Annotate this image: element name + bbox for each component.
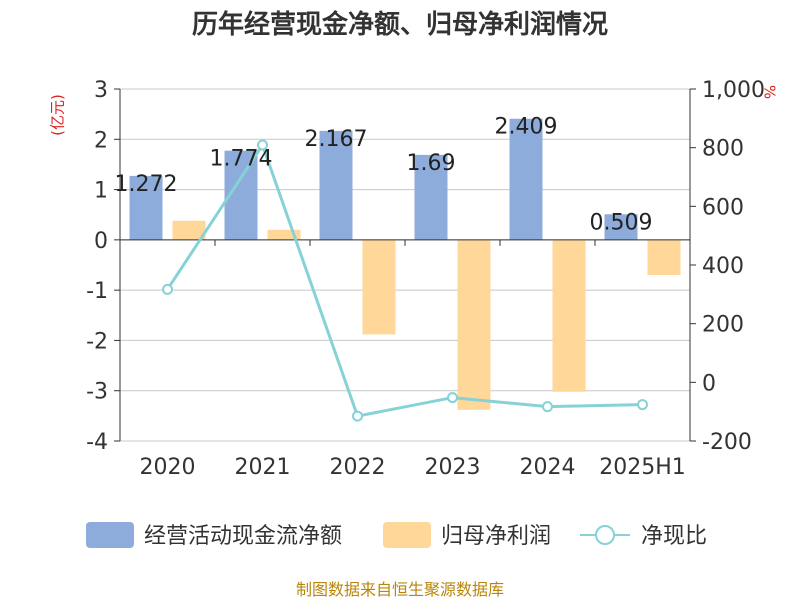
legend-item-ratio[interactable]: 净现比 — [580, 524, 707, 549]
bar-cash-flow[interactable] — [319, 130, 353, 240]
right-tick-label: -200 — [702, 430, 752, 455]
left-unit-label: (亿元) — [49, 94, 67, 136]
cash-flow-data-label: 2.167 — [305, 127, 368, 152]
right-tick-label: 1,000 — [702, 78, 765, 103]
legend-label-cash-flow: 经营活动现金流净额 — [144, 524, 342, 549]
legend-swatch-cash-flow — [86, 522, 134, 548]
bar-net-profit[interactable] — [172, 220, 206, 240]
ratio-point[interactable] — [447, 392, 458, 404]
ratio-point[interactable] — [542, 401, 553, 413]
cash-flow-data-label: 1.272 — [115, 172, 178, 197]
cash-flow-data-label: 1.69 — [407, 151, 456, 176]
cash-flow-data-label: 0.509 — [590, 210, 653, 235]
bar-cash-flow[interactable] — [129, 175, 163, 240]
bar-net-profit[interactable] — [457, 239, 491, 410]
right-unit-label: % — [761, 85, 779, 99]
bar-cash-flow[interactable] — [414, 154, 448, 240]
cash-flow-data-label: 1.774 — [210, 147, 273, 172]
ratio-line — [166, 141, 643, 418]
chart-title: 历年经营现金净额、归母净利润情况 — [192, 9, 608, 40]
bar-cash-flow[interactable] — [509, 118, 543, 240]
left-tick-label: -3 — [86, 380, 108, 405]
bar-net-profit[interactable] — [647, 239, 681, 276]
legend-swatch-net-profit — [383, 522, 431, 548]
legend-item-net-profit[interactable]: 归母净利润 — [383, 522, 551, 549]
left-tick-label: 3 — [94, 78, 108, 103]
ratio-point[interactable] — [352, 410, 363, 422]
left-tick-label: -2 — [86, 329, 108, 354]
right-tick-label: 800 — [702, 137, 744, 162]
left-tick-label: -4 — [86, 430, 108, 455]
bar-net-profit[interactable] — [362, 239, 396, 335]
data-labels: 1.272 1.774 2.167 1.69 2.409 0.509 — [115, 115, 653, 236]
left-tick-label: 1 — [94, 179, 108, 204]
x-category-label: 2024 — [520, 455, 576, 480]
ratio-line-group — [162, 139, 648, 422]
right-tick-label: 400 — [702, 254, 744, 279]
bar-net-profit[interactable] — [552, 239, 586, 392]
x-category-label: 2022 — [330, 455, 386, 480]
cash-flow-data-label: 2.409 — [495, 115, 558, 140]
ratio-point[interactable] — [637, 399, 648, 411]
legend-item-cash-flow[interactable]: 经营活动现金流净额 — [86, 522, 342, 549]
grid — [120, 88, 690, 442]
left-tick-label: 0 — [94, 229, 108, 254]
bar-net-profit[interactable] — [267, 229, 301, 240]
x-category-label: 2025H1 — [599, 455, 686, 480]
legend-swatch-ratio-marker — [595, 525, 615, 545]
ratio-point[interactable] — [162, 283, 173, 295]
right-tick-label: 600 — [702, 195, 744, 220]
x-category-label: 2021 — [235, 455, 291, 480]
bar-cash-flow[interactable] — [604, 214, 638, 240]
x-category-label: 2023 — [425, 455, 481, 480]
bars — [129, 118, 681, 410]
left-tick-label: -1 — [86, 279, 108, 304]
legend: 经营活动现金流净额 归母净利润 净现比 — [86, 522, 707, 549]
source-note: 制图数据来自恒生聚源数据库 — [296, 580, 504, 599]
legend-label-net-profit: 归母净利润 — [441, 524, 551, 549]
axes: 3 2 1 0 -1 -2 -3 -4 1,000 800 600 400 200 0 -200 2020 20… — [86, 78, 765, 480]
x-category-label: 2020 — [140, 455, 196, 480]
legend-label-ratio: 净现比 — [641, 524, 707, 549]
left-tick-label: 2 — [94, 128, 108, 153]
ratio-point[interactable] — [257, 139, 268, 151]
right-tick-label: 200 — [702, 313, 744, 338]
right-tick-label: 0 — [702, 371, 716, 396]
